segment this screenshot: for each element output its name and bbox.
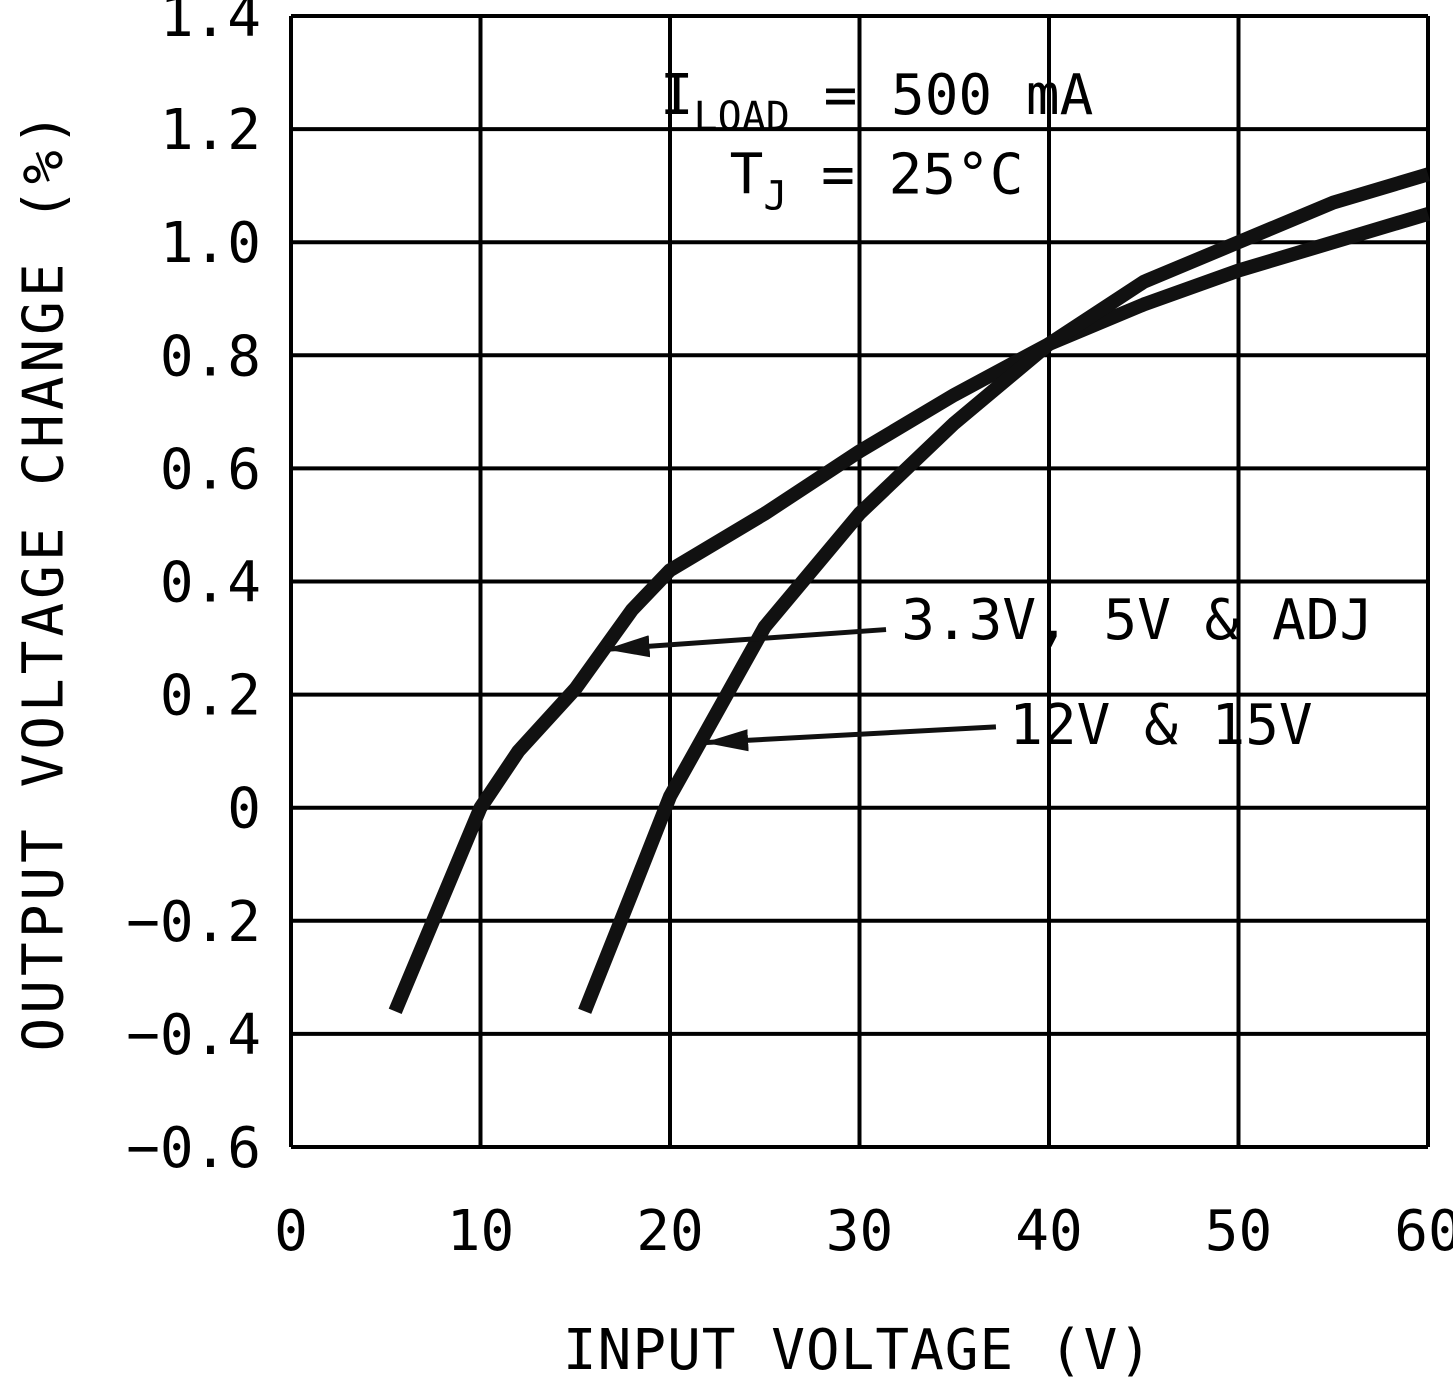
y-tick-label: −0.4 (126, 1003, 261, 1068)
annotation-arrow (703, 724, 997, 752)
y-tick-label: 0.6 (160, 437, 261, 502)
condition-text: TJ = 25°C (730, 143, 1024, 220)
y-tick-label: 1.0 (160, 211, 261, 276)
series-label: 12V & 15V (1009, 693, 1312, 758)
grid (289, 14, 1430, 1149)
y-tick-label: 0.2 (160, 664, 261, 729)
y-tick-label: 1.4 (160, 0, 261, 50)
y-tick-label: −0.6 (126, 1116, 261, 1181)
x-tick-label: 30 (826, 1199, 893, 1264)
x-tick-label: 20 (636, 1199, 703, 1264)
x-tick-label: 40 (1015, 1199, 1082, 1264)
y-tick-label: 1.2 (160, 98, 261, 163)
series-curve-1 (578, 167, 1431, 1014)
series-label: 3.3V, 5V & ADJ (901, 588, 1373, 653)
y-tick-label: 0.4 (160, 551, 261, 616)
x-tick-label: 0 (274, 1199, 308, 1264)
y-tick-label: 0 (227, 777, 261, 842)
x-axis-title: INPUT VOLTAGE (V) (562, 1318, 1154, 1383)
x-tick-label: 50 (1205, 1199, 1272, 1264)
annotation-arrow (605, 627, 887, 658)
x-tick-label: 10 (447, 1199, 514, 1264)
y-axis-title: OUTPUT VOLTAGE CHANGE (%) (11, 108, 77, 1052)
y-tick-label: 0.8 (160, 324, 261, 389)
series-curve-0 (388, 207, 1431, 1015)
condition-text: ILOAD = 500 mA (660, 63, 1093, 140)
y-tick-label: −0.2 (126, 890, 261, 955)
x-tick-label: 60 (1394, 1199, 1453, 1264)
